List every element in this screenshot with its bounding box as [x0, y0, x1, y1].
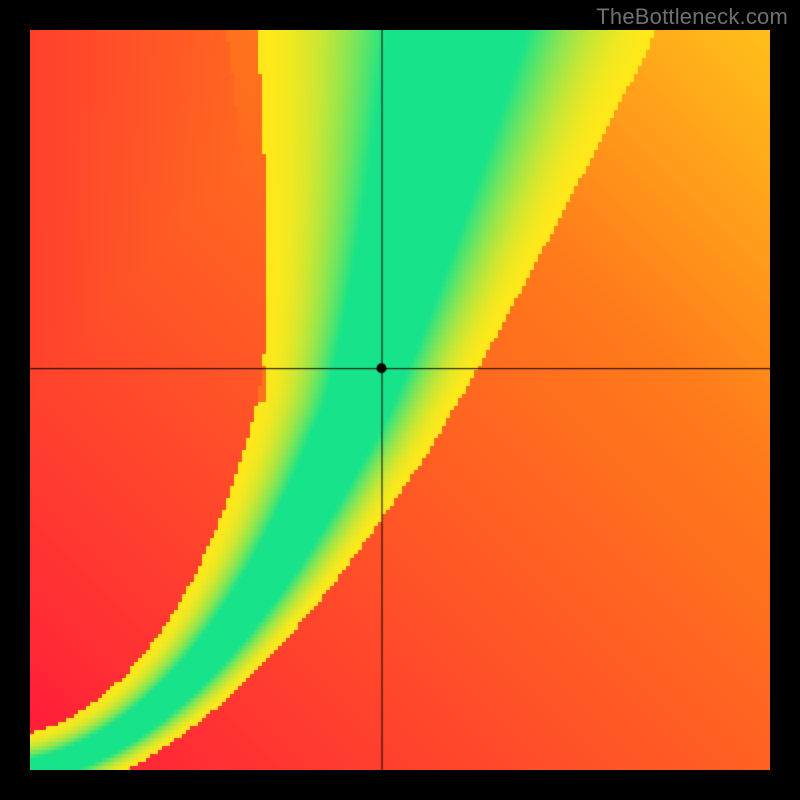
chart-container: TheBottleneck.com — [0, 0, 800, 800]
watermark-text: TheBottleneck.com — [596, 4, 788, 30]
heatmap-canvas — [30, 30, 770, 770]
